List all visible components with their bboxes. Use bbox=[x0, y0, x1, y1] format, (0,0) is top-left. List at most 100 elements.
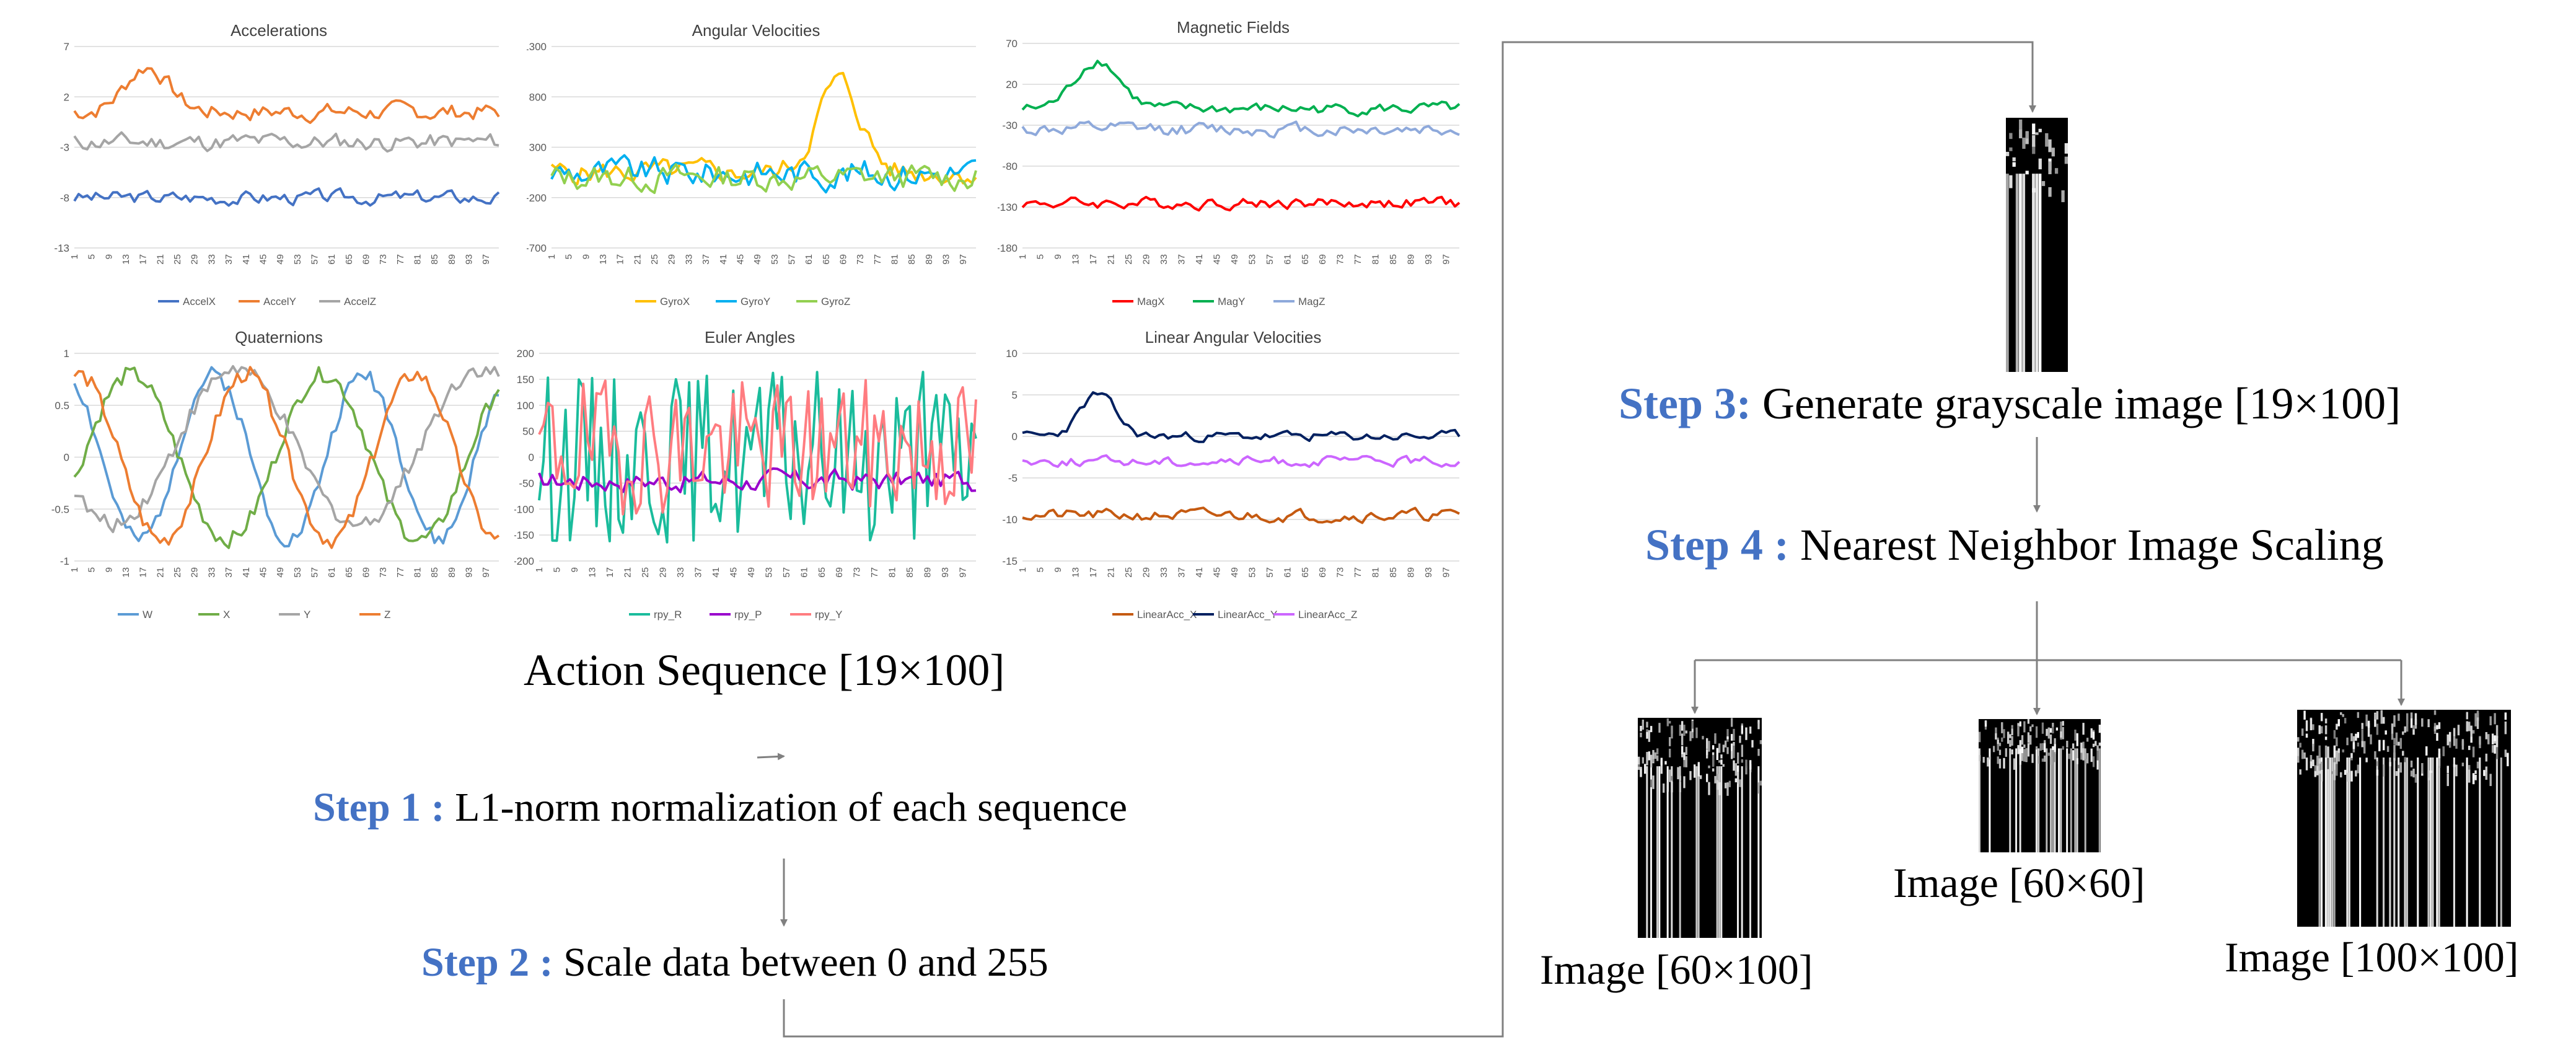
pixel-block bbox=[2072, 750, 2075, 761]
pixel-block bbox=[2406, 713, 2409, 724]
pixel-block bbox=[2336, 737, 2338, 747]
pixel-block bbox=[1739, 735, 1741, 743]
x-tick-label: 73 bbox=[378, 254, 389, 265]
pixel-block bbox=[2376, 723, 2379, 735]
x-tick-label: 89 bbox=[1406, 254, 1417, 265]
pixel-block bbox=[1644, 764, 1646, 767]
pixel-block bbox=[2003, 757, 2005, 769]
x-tick-label: 97 bbox=[1441, 254, 1452, 265]
y-tick-label: -180 bbox=[998, 242, 1018, 254]
pixel-block bbox=[2470, 736, 2473, 743]
pixel-block bbox=[1759, 740, 1762, 744]
y-tick-label: 300 bbox=[529, 142, 547, 154]
pixel-block bbox=[2310, 718, 2313, 731]
pixel-block bbox=[2333, 730, 2336, 739]
pixel-block bbox=[2084, 759, 2087, 766]
pixel-column bbox=[2006, 174, 2009, 372]
pixel-column bbox=[2058, 748, 2060, 852]
legend-label: MagZ bbox=[1298, 296, 1325, 307]
pixel-block bbox=[1749, 727, 1752, 734]
x-tick-label: 33 bbox=[1159, 254, 1169, 265]
pixel-block bbox=[1685, 730, 1687, 734]
pixel-block bbox=[1660, 761, 1663, 774]
x-tick-label: 17 bbox=[138, 567, 149, 578]
pixel-block bbox=[1998, 743, 2002, 746]
y-tick-label: 5 bbox=[1012, 389, 1018, 401]
legend: MagX MagY MagZ bbox=[1112, 296, 1325, 307]
pixel-block bbox=[2442, 746, 2445, 756]
x-tick-label: 81 bbox=[887, 567, 898, 578]
pixel-block bbox=[1708, 782, 1710, 795]
series-line-W bbox=[73, 366, 499, 548]
pixel-block bbox=[2305, 720, 2308, 731]
pixel-column bbox=[2327, 757, 2329, 927]
legend-label: LinearAcc_Y bbox=[1218, 609, 1277, 621]
pixel-block bbox=[2404, 757, 2406, 762]
pixel-block bbox=[2011, 728, 2013, 736]
pixel-block bbox=[1997, 737, 1999, 741]
pixel-block bbox=[1982, 757, 1985, 763]
x-tick-label: 9 bbox=[1053, 254, 1063, 259]
pixel-block bbox=[2013, 758, 2016, 770]
pixel-block bbox=[1995, 733, 1997, 740]
pixel-block bbox=[2312, 743, 2314, 752]
pixel-block bbox=[2305, 733, 2308, 738]
pixel-block bbox=[2320, 726, 2323, 734]
x-tick-label: 13 bbox=[1070, 567, 1081, 578]
x-tick-label: 49 bbox=[746, 567, 757, 578]
pixel-column bbox=[2066, 748, 2068, 852]
x-tick-label: 93 bbox=[464, 567, 475, 578]
pixel-block bbox=[2393, 744, 2396, 758]
pixel-block bbox=[2414, 713, 2417, 725]
x-tick-label: 37 bbox=[224, 254, 234, 265]
pixel-block bbox=[2333, 745, 2336, 758]
pixel-block bbox=[1706, 774, 1708, 782]
pixel-block bbox=[1685, 756, 1687, 767]
pixel-column bbox=[2479, 757, 2481, 927]
x-tick-label: 25 bbox=[649, 254, 660, 265]
series-line-LinearAcc_Y bbox=[1022, 391, 1461, 443]
legend-label: rpy_R bbox=[654, 609, 682, 621]
pixel-column bbox=[2038, 174, 2042, 372]
pixel-block bbox=[1718, 782, 1721, 795]
pixel-block bbox=[2436, 733, 2438, 741]
pixel-block bbox=[1700, 775, 1702, 779]
pixel-block bbox=[1757, 720, 1760, 724]
x-tick-label: 61 bbox=[327, 567, 337, 578]
x-tick-label: 93 bbox=[1423, 567, 1434, 578]
pixel-block bbox=[2032, 188, 2036, 193]
pixel-block bbox=[2054, 168, 2059, 174]
pixel-block bbox=[2086, 738, 2089, 742]
pixel-column bbox=[1757, 766, 1760, 938]
x-tick-label: 1 bbox=[1018, 254, 1028, 259]
pixel-block bbox=[1716, 748, 1718, 761]
pixel-block bbox=[2062, 721, 2064, 726]
pixel-block bbox=[2092, 743, 2095, 748]
y-tick-label: 100 bbox=[517, 400, 534, 412]
pixel-block bbox=[2507, 753, 2509, 767]
x-tick-label: 13 bbox=[121, 567, 131, 578]
pixel-block bbox=[1708, 765, 1710, 769]
series-line-AccelX bbox=[73, 187, 500, 207]
pixel-block bbox=[1642, 719, 1644, 725]
x-tick-label: 1 bbox=[547, 254, 557, 259]
y-tick-label: -700 bbox=[527, 242, 547, 254]
pixel-block bbox=[2468, 746, 2471, 750]
y-tick-label: -130 bbox=[998, 201, 1018, 213]
pixel-block bbox=[2299, 769, 2301, 775]
pixel-column bbox=[2359, 757, 2362, 927]
pixel-block bbox=[1737, 752, 1739, 764]
pixel-block bbox=[2064, 143, 2068, 154]
pixel-block bbox=[2398, 741, 2400, 746]
step3-label: Step 3: Generate grayscale image [19×100… bbox=[1619, 378, 2401, 430]
pixel-block bbox=[2052, 727, 2054, 734]
pixel-block bbox=[2320, 770, 2323, 782]
x-tick-label: 13 bbox=[1070, 254, 1081, 265]
pixel-block bbox=[1646, 751, 1648, 766]
x-tick-label: 81 bbox=[1371, 254, 1381, 265]
y-tick-label: -15 bbox=[1002, 555, 1018, 567]
pixel-block bbox=[1648, 751, 1650, 761]
pixel-block bbox=[2429, 770, 2432, 774]
legend: W X Y Z bbox=[118, 609, 390, 621]
